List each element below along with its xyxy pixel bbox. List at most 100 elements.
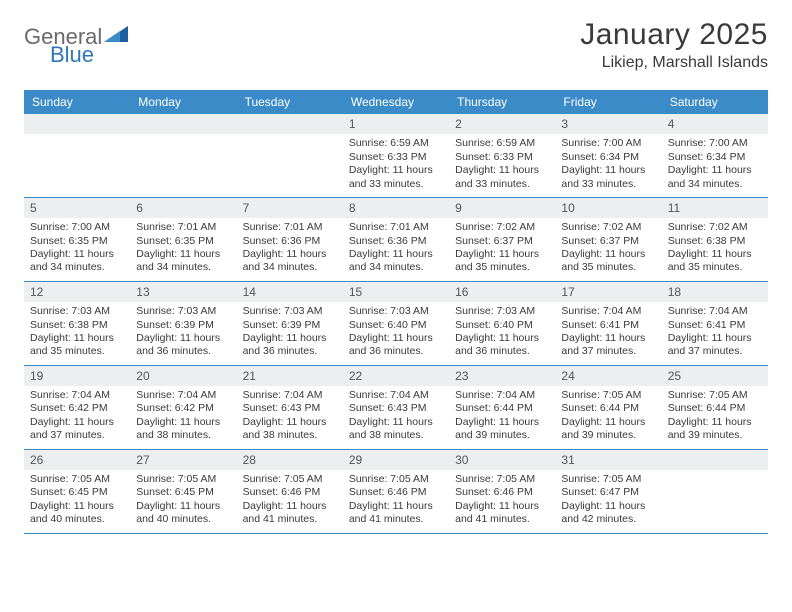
day-number: 18 xyxy=(662,282,768,302)
sunset-line: Sunset: 6:39 PM xyxy=(136,319,230,332)
day-number: 17 xyxy=(555,282,661,302)
sunset-line: Sunset: 6:40 PM xyxy=(455,319,549,332)
calendar-cell: 8Sunrise: 7:01 AMSunset: 6:36 PMDaylight… xyxy=(343,198,449,281)
calendar-cell: 15Sunrise: 7:03 AMSunset: 6:40 PMDayligh… xyxy=(343,282,449,365)
day-number: 1 xyxy=(343,114,449,134)
sunset-line: Sunset: 6:38 PM xyxy=(30,319,124,332)
sunset-line: Sunset: 6:43 PM xyxy=(349,402,443,415)
calendar-cell: 10Sunrise: 7:02 AMSunset: 6:37 PMDayligh… xyxy=(555,198,661,281)
day-number: 13 xyxy=(130,282,236,302)
sunset-line: Sunset: 6:41 PM xyxy=(561,319,655,332)
calendar-cell: 1Sunrise: 6:59 AMSunset: 6:33 PMDaylight… xyxy=(343,114,449,197)
calendar-cell-empty xyxy=(24,114,130,197)
daylight-line: Daylight: 11 hours and 35 minutes. xyxy=(455,248,549,275)
day-details: Sunrise: 7:01 AMSunset: 6:36 PMDaylight:… xyxy=(237,218,343,281)
sunrise-line: Sunrise: 7:03 AM xyxy=(243,305,337,318)
sunrise-line: Sunrise: 7:04 AM xyxy=(668,305,762,318)
daylight-line: Daylight: 11 hours and 35 minutes. xyxy=(561,248,655,275)
day-details: Sunrise: 7:03 AMSunset: 6:39 PMDaylight:… xyxy=(237,302,343,365)
day-number: 29 xyxy=(343,450,449,470)
calendar-cell: 28Sunrise: 7:05 AMSunset: 6:46 PMDayligh… xyxy=(237,450,343,533)
daylight-line: Daylight: 11 hours and 34 minutes. xyxy=(30,248,124,275)
calendar-cell: 27Sunrise: 7:05 AMSunset: 6:45 PMDayligh… xyxy=(130,450,236,533)
sunset-line: Sunset: 6:33 PM xyxy=(349,151,443,164)
sunrise-line: Sunrise: 7:01 AM xyxy=(243,221,337,234)
sunrise-line: Sunrise: 7:05 AM xyxy=(349,473,443,486)
sunset-line: Sunset: 6:40 PM xyxy=(349,319,443,332)
sunrise-line: Sunrise: 7:03 AM xyxy=(455,305,549,318)
sunset-line: Sunset: 6:46 PM xyxy=(455,486,549,499)
daylight-line: Daylight: 11 hours and 38 minutes. xyxy=(136,416,230,443)
daylight-line: Daylight: 11 hours and 34 minutes. xyxy=(349,248,443,275)
calendar-cell: 12Sunrise: 7:03 AMSunset: 6:38 PMDayligh… xyxy=(24,282,130,365)
sunrise-line: Sunrise: 7:05 AM xyxy=(136,473,230,486)
daylight-line: Daylight: 11 hours and 34 minutes. xyxy=(668,164,762,191)
calendar-cell: 13Sunrise: 7:03 AMSunset: 6:39 PMDayligh… xyxy=(130,282,236,365)
day-number: 5 xyxy=(24,198,130,218)
day-number: 15 xyxy=(343,282,449,302)
sunrise-line: Sunrise: 7:05 AM xyxy=(243,473,337,486)
day-details: Sunrise: 7:05 AMSunset: 6:44 PMDaylight:… xyxy=(662,386,768,449)
daylight-line: Daylight: 11 hours and 37 minutes. xyxy=(668,332,762,359)
day-number: 3 xyxy=(555,114,661,134)
day-details xyxy=(130,134,236,196)
sunset-line: Sunset: 6:33 PM xyxy=(455,151,549,164)
calendar-cell: 20Sunrise: 7:04 AMSunset: 6:42 PMDayligh… xyxy=(130,366,236,449)
daylight-line: Daylight: 11 hours and 39 minutes. xyxy=(561,416,655,443)
sunset-line: Sunset: 6:35 PM xyxy=(30,235,124,248)
day-number xyxy=(24,114,130,134)
day-number: 14 xyxy=(237,282,343,302)
calendar-cell: 24Sunrise: 7:05 AMSunset: 6:44 PMDayligh… xyxy=(555,366,661,449)
sunset-line: Sunset: 6:47 PM xyxy=(561,486,655,499)
daylight-line: Daylight: 11 hours and 41 minutes. xyxy=(455,500,549,527)
weekday-header: Friday xyxy=(555,90,661,114)
sunrise-line: Sunrise: 7:03 AM xyxy=(30,305,124,318)
weekday-header: Thursday xyxy=(449,90,555,114)
day-details: Sunrise: 7:04 AMSunset: 6:44 PMDaylight:… xyxy=(449,386,555,449)
day-details: Sunrise: 7:04 AMSunset: 6:42 PMDaylight:… xyxy=(24,386,130,449)
sunrise-line: Sunrise: 6:59 AM xyxy=(455,137,549,150)
header-bar: General January 2025 Likiep, Marshall Is… xyxy=(24,18,768,72)
day-details: Sunrise: 7:05 AMSunset: 6:45 PMDaylight:… xyxy=(130,470,236,533)
sunset-line: Sunset: 6:44 PM xyxy=(561,402,655,415)
sunrise-line: Sunrise: 7:05 AM xyxy=(561,473,655,486)
sunset-line: Sunset: 6:45 PM xyxy=(30,486,124,499)
daylight-line: Daylight: 11 hours and 40 minutes. xyxy=(30,500,124,527)
day-number: 7 xyxy=(237,198,343,218)
day-number: 8 xyxy=(343,198,449,218)
sunset-line: Sunset: 6:37 PM xyxy=(561,235,655,248)
day-number: 30 xyxy=(449,450,555,470)
weekday-header: Monday xyxy=(130,90,236,114)
sunrise-line: Sunrise: 7:04 AM xyxy=(243,389,337,402)
day-number: 4 xyxy=(662,114,768,134)
sunrise-line: Sunrise: 6:59 AM xyxy=(349,137,443,150)
sunrise-line: Sunrise: 7:02 AM xyxy=(561,221,655,234)
sunset-line: Sunset: 6:46 PM xyxy=(349,486,443,499)
daylight-line: Daylight: 11 hours and 41 minutes. xyxy=(349,500,443,527)
day-details: Sunrise: 7:05 AMSunset: 6:46 PMDaylight:… xyxy=(237,470,343,533)
calendar-cell: 21Sunrise: 7:04 AMSunset: 6:43 PMDayligh… xyxy=(237,366,343,449)
daylight-line: Daylight: 11 hours and 34 minutes. xyxy=(243,248,337,275)
day-details: Sunrise: 7:04 AMSunset: 6:43 PMDaylight:… xyxy=(237,386,343,449)
sunset-line: Sunset: 6:38 PM xyxy=(668,235,762,248)
calendar-cell: 30Sunrise: 7:05 AMSunset: 6:46 PMDayligh… xyxy=(449,450,555,533)
sunset-line: Sunset: 6:36 PM xyxy=(349,235,443,248)
day-details: Sunrise: 7:05 AMSunset: 6:44 PMDaylight:… xyxy=(555,386,661,449)
daylight-line: Daylight: 11 hours and 36 minutes. xyxy=(136,332,230,359)
calendar-body: 1Sunrise: 6:59 AMSunset: 6:33 PMDaylight… xyxy=(24,114,768,534)
day-details: Sunrise: 7:05 AMSunset: 6:45 PMDaylight:… xyxy=(24,470,130,533)
daylight-line: Daylight: 11 hours and 34 minutes. xyxy=(136,248,230,275)
page-subtitle: Likiep, Marshall Islands xyxy=(580,54,768,72)
daylight-line: Daylight: 11 hours and 39 minutes. xyxy=(455,416,549,443)
sunrise-line: Sunrise: 7:00 AM xyxy=(561,137,655,150)
weekday-header: Tuesday xyxy=(237,90,343,114)
day-details: Sunrise: 6:59 AMSunset: 6:33 PMDaylight:… xyxy=(449,134,555,197)
daylight-line: Daylight: 11 hours and 35 minutes. xyxy=(668,248,762,275)
day-details: Sunrise: 7:02 AMSunset: 6:37 PMDaylight:… xyxy=(449,218,555,281)
weekday-header: Wednesday xyxy=(343,90,449,114)
calendar-cell: 31Sunrise: 7:05 AMSunset: 6:47 PMDayligh… xyxy=(555,450,661,533)
sunrise-line: Sunrise: 7:04 AM xyxy=(455,389,549,402)
brand-word-2: Blue xyxy=(50,42,94,67)
day-number: 27 xyxy=(130,450,236,470)
day-number: 24 xyxy=(555,366,661,386)
